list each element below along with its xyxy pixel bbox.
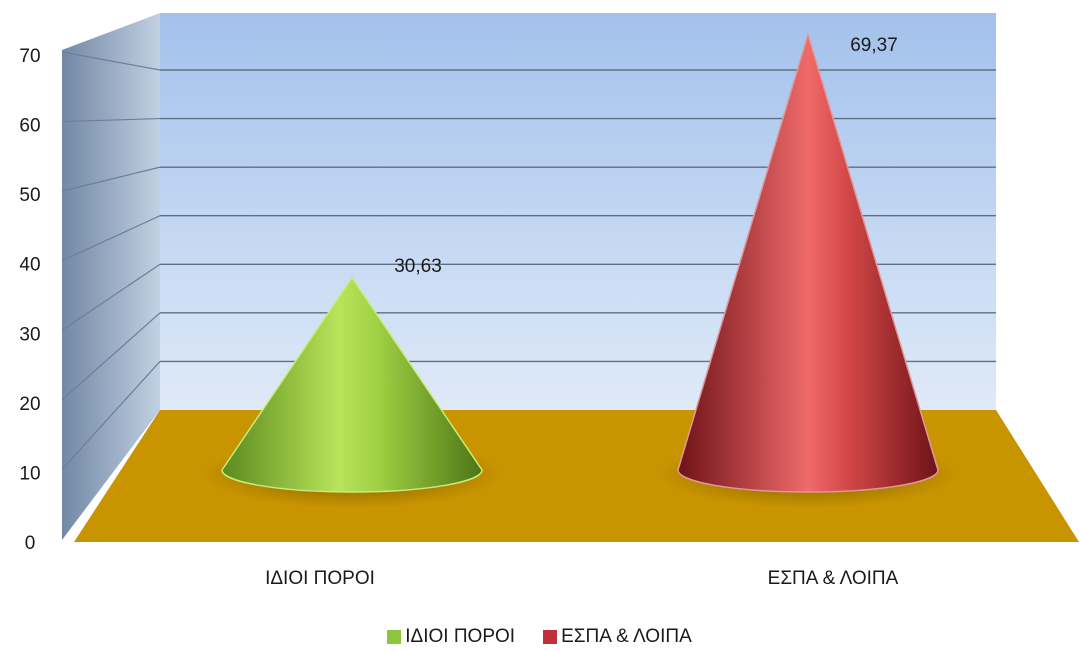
cone-chart: 0 10 20 30 40 50 60 70 30,63 69,37 ΙΔΙΟΙ ΠΟΡΟΙ ΕΣ…: [19, 13, 1079, 589]
y-tick-label: 20: [19, 394, 40, 415]
cone-0: [221, 276, 483, 493]
gridline-side: [61, 361, 161, 470]
y-tick-label: 10: [19, 463, 40, 484]
cone-1: [677, 31, 939, 493]
x-tick-label: ΕΣΠΑ & ΛΟΙΠΑ: [768, 568, 899, 589]
legend-label: ΕΣΠΑ & ΛΟΙΠΑ: [561, 626, 692, 647]
legend-swatch-green: [387, 630, 402, 644]
gridline-side: [61, 215, 161, 262]
y-tick-label: 40: [19, 255, 40, 276]
y-tick-label: 70: [19, 46, 40, 67]
legend-item-espa-loipa: ΕΣΠΑ & ΛΟΙΠΑ: [543, 626, 692, 648]
legend-swatch-red: [543, 630, 558, 644]
gridline-side: [61, 51, 161, 71]
legend-label: ΙΔΙΟΙ ΠΟΡΟΙ: [405, 626, 516, 647]
y-tick-label: 0: [25, 533, 36, 554]
gridline-side: [61, 263, 161, 331]
x-tick-label: ΙΔΙΟΙ ΠΟΡΟΙ: [265, 568, 375, 589]
side-wall: [62, 13, 160, 540]
gridline-side: [61, 312, 161, 401]
legend-item-idioi-poroi: ΙΔΙΟΙ ΠΟΡΟΙ: [387, 626, 515, 648]
y-tick-label: 60: [19, 116, 40, 137]
legend: ΙΔΙΟΙ ΠΟΡΟΙ ΕΣΠΑ & ΛΟΙΠΑ: [0, 626, 1079, 648]
data-label: 69,37: [850, 35, 898, 56]
y-axis-ticks: 0 10 20 30 40 50 60 70: [19, 46, 40, 554]
y-tick-label: 50: [19, 185, 40, 206]
y-tick-label: 30: [19, 324, 40, 345]
gridline-side: [61, 117, 161, 123]
data-label: 30,63: [394, 256, 442, 277]
gridline-side: [61, 166, 161, 192]
